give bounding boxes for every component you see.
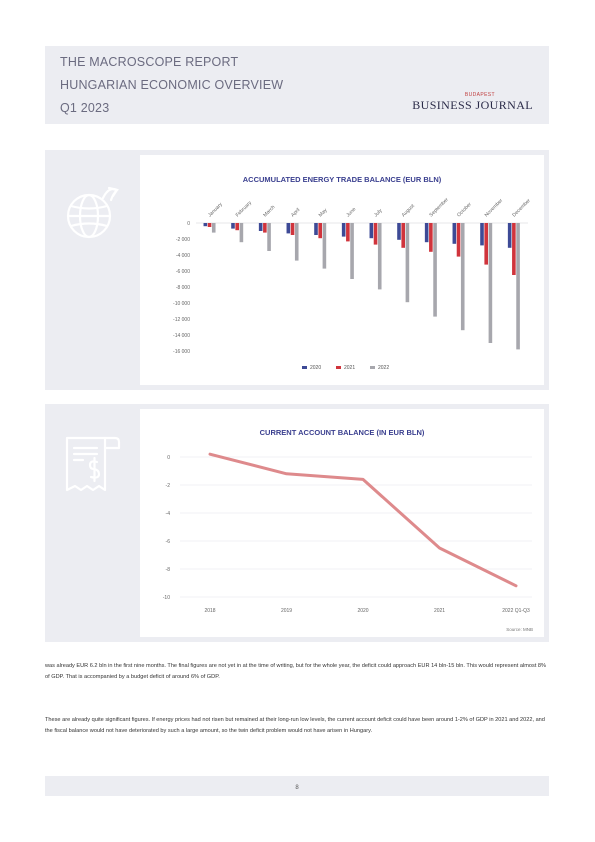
x-tick-label: June bbox=[345, 206, 357, 218]
report-period: Q1 2023 bbox=[60, 101, 110, 115]
y-tick-label: -8 bbox=[166, 567, 171, 573]
bar-2022-july bbox=[377, 223, 382, 290]
bar-2022-april bbox=[294, 223, 299, 261]
y-tick-label: -10 000 bbox=[173, 301, 190, 307]
legend-swatch bbox=[302, 366, 307, 369]
bar-2021-january bbox=[207, 223, 212, 227]
x-tick-label: December bbox=[511, 198, 532, 219]
bar-2021-may bbox=[318, 223, 322, 239]
bar-2021-december bbox=[512, 223, 516, 275]
bar-2021-august bbox=[401, 223, 405, 248]
current-account-icon-area bbox=[45, 404, 140, 642]
legend-label: 2020 bbox=[310, 365, 321, 371]
bar-2020-april bbox=[286, 223, 291, 234]
x-tick-label: July bbox=[373, 208, 384, 219]
x-tick-label: September bbox=[428, 197, 450, 219]
paragraph: These are already quite significant figu… bbox=[45, 717, 545, 734]
bar-chart-title: ACCUMULATED ENERGY TRADE BALANCE (EUR BL… bbox=[243, 175, 442, 184]
bar-2020-october bbox=[452, 223, 457, 244]
y-tick-label: -14 000 bbox=[173, 333, 190, 339]
bar-2022-september bbox=[433, 223, 437, 317]
bar-2020-july bbox=[369, 223, 374, 239]
bar-2022-january bbox=[211, 223, 216, 233]
bar-2020-february bbox=[231, 223, 235, 229]
bar-2022-may bbox=[322, 223, 327, 269]
legend-label: 2022 bbox=[378, 365, 389, 371]
y-tick-label: -12 000 bbox=[173, 317, 190, 323]
bar-2021-june bbox=[346, 223, 350, 242]
bar-2021-february bbox=[235, 223, 239, 231]
x-tick-label: April bbox=[290, 207, 301, 218]
bar-2022-november bbox=[488, 223, 493, 343]
y-tick-label: -16 000 bbox=[173, 349, 190, 355]
bar-2022-june bbox=[350, 223, 354, 279]
bar-2022-december bbox=[516, 223, 520, 350]
bar-2020-may bbox=[314, 223, 318, 235]
y-tick-label: -8 000 bbox=[176, 285, 190, 291]
x-tick-label: March bbox=[262, 204, 276, 218]
bar-2020-december bbox=[507, 223, 512, 248]
chart-source: Source: MNB bbox=[506, 627, 533, 632]
bar-2021-september bbox=[429, 223, 433, 252]
logo-small-text: BUDAPEST bbox=[464, 92, 495, 98]
x-tick-label: 2022 Q1-Q3 bbox=[502, 608, 530, 614]
bar-2021-march bbox=[263, 223, 267, 233]
report-header: THE MACROSCOPE REPORT HUNGARIAN ECONOMIC… bbox=[45, 46, 549, 124]
paragraph: was already EUR 6.2 bln in the first nin… bbox=[45, 663, 547, 680]
page-footer: 8 bbox=[45, 776, 549, 796]
x-tick-label: November bbox=[484, 198, 505, 219]
current-account-line-chart: CURRENT ACCOUNT BALANCE (IN EUR BLN) 0 -2… bbox=[163, 428, 533, 632]
x-tick-label: August bbox=[401, 203, 417, 219]
bar-2021-july bbox=[373, 223, 378, 245]
y-tick-label: 0 bbox=[167, 455, 170, 461]
current-account-chart-card: CURRENT ACCOUNT BALANCE (IN EUR BLN) 0 -2… bbox=[140, 409, 544, 637]
legend-swatch bbox=[336, 366, 341, 369]
bar-2021-april bbox=[290, 223, 295, 235]
bar-2021-october bbox=[456, 223, 461, 257]
y-tick-label: -6 bbox=[166, 539, 171, 545]
x-tick-label: 2021 bbox=[434, 608, 445, 614]
y-tick-label: -4 bbox=[166, 511, 171, 517]
bar-2020-january bbox=[203, 223, 208, 227]
bar-2021-november bbox=[484, 223, 488, 265]
receipt-dollar-icon bbox=[65, 436, 121, 492]
y-tick-label: -6 000 bbox=[176, 269, 190, 275]
y-tick-label: -2 000 bbox=[176, 237, 190, 243]
page-number: 8 bbox=[295, 785, 299, 791]
x-tick-label: January bbox=[207, 201, 224, 218]
x-tick-label: May bbox=[318, 207, 329, 218]
bar-2020-august bbox=[397, 223, 401, 240]
bar-2020-november bbox=[480, 223, 484, 246]
legend-label: 2021 bbox=[344, 365, 355, 371]
x-tick-label: October bbox=[456, 201, 473, 218]
line-chart-title: CURRENT ACCOUNT BALANCE (IN EUR BLN) bbox=[260, 428, 425, 437]
bar-2022-october bbox=[460, 223, 465, 331]
globe-icon bbox=[66, 186, 119, 239]
publisher-logo: BUDAPEST BUSINESS JOURNAL bbox=[412, 92, 533, 114]
bar-2022-february bbox=[239, 223, 244, 243]
y-tick-label: -2 bbox=[166, 483, 171, 489]
bar-2020-september bbox=[424, 223, 429, 243]
x-tick-label: 2018 bbox=[204, 608, 215, 614]
bar-2022-august bbox=[405, 223, 410, 303]
logo-big-text: BUSINESS JOURNAL bbox=[412, 98, 533, 112]
bar-2022-march bbox=[267, 223, 271, 251]
report-title: THE MACROSCOPE REPORT bbox=[60, 55, 239, 69]
legend-swatch bbox=[370, 366, 375, 369]
energy-trade-chart-card: ACCUMULATED ENERGY TRADE BALANCE (EUR BL… bbox=[140, 155, 544, 385]
y-tick-label: 0 bbox=[187, 221, 190, 227]
energy-trade-bar-chart: ACCUMULATED ENERGY TRADE BALANCE (EUR BL… bbox=[173, 175, 532, 371]
energy-trade-icon-area bbox=[45, 150, 140, 390]
current-account-line bbox=[208, 452, 518, 588]
bar-2020-june bbox=[341, 223, 346, 237]
x-tick-label: February bbox=[235, 200, 254, 219]
report-subtitle: HUNGARIAN ECONOMIC OVERVIEW bbox=[60, 78, 284, 92]
current-account-panel: CURRENT ACCOUNT BALANCE (IN EUR BLN) 0 -2… bbox=[45, 404, 549, 642]
energy-trade-panel: ACCUMULATED ENERGY TRADE BALANCE (EUR BL… bbox=[45, 150, 549, 390]
x-tick-label: 2019 bbox=[281, 608, 292, 614]
bar-2020-march bbox=[258, 223, 263, 231]
x-tick-label: 2020 bbox=[357, 608, 368, 614]
y-tick-label: -10 bbox=[163, 595, 170, 601]
y-tick-label: -4 000 bbox=[176, 253, 190, 259]
